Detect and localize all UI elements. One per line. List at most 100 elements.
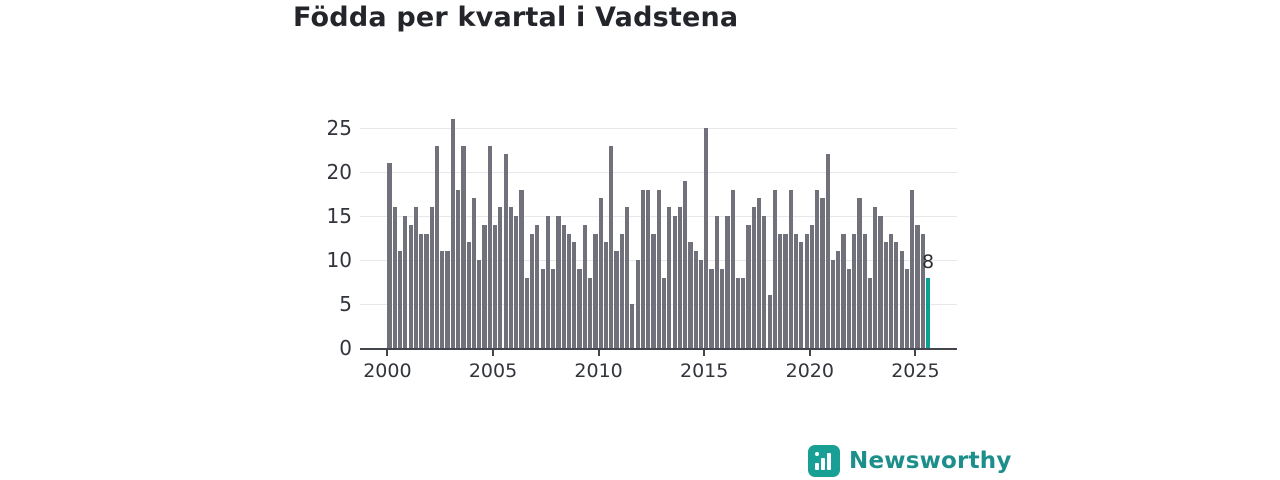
bar	[709, 268, 714, 348]
bar	[867, 277, 873, 348]
y-axis-label-20: 20	[326, 160, 352, 184]
y-axis-label-10: 10	[326, 248, 352, 272]
x-axis-label-2015: 2015	[680, 360, 729, 382]
bar	[815, 189, 820, 348]
bar	[857, 198, 862, 348]
bar	[434, 145, 440, 348]
x-axis-tick-2005	[492, 350, 494, 356]
bar	[551, 268, 556, 348]
bar	[920, 233, 925, 348]
bar	[683, 180, 688, 348]
bar	[889, 233, 894, 348]
bar	[873, 207, 878, 348]
bar	[894, 242, 899, 348]
bar	[519, 189, 524, 348]
bar	[387, 163, 392, 348]
bar	[540, 268, 545, 348]
bar	[625, 207, 630, 348]
bar	[598, 198, 603, 348]
bar	[899, 251, 904, 348]
bar	[466, 242, 471, 348]
bar	[830, 260, 836, 348]
bar	[778, 233, 783, 348]
bar	[751, 207, 756, 348]
bar	[730, 189, 735, 348]
bar	[788, 189, 793, 348]
bar	[741, 277, 746, 348]
bar	[646, 189, 651, 348]
bar	[445, 251, 450, 348]
x-axis-tick-2025	[914, 350, 917, 356]
bar	[503, 154, 508, 348]
bar	[783, 233, 788, 348]
y-axis-label-5: 5	[339, 292, 352, 316]
bar	[820, 198, 825, 348]
bar	[672, 216, 677, 348]
bar	[698, 260, 704, 348]
bar	[413, 207, 418, 348]
bar	[450, 119, 455, 348]
bar	[762, 216, 767, 348]
bar	[456, 189, 461, 348]
bar	[556, 216, 561, 348]
bar-chart-icon	[808, 445, 840, 477]
bar	[609, 145, 614, 348]
bar	[667, 207, 672, 348]
bar	[487, 145, 492, 348]
gridline-y-25	[360, 127, 957, 129]
bar	[582, 224, 587, 348]
bar	[493, 224, 498, 348]
page-title: Födda per kvartal i Vadstena	[293, 2, 739, 33]
newsworthy-logo[interactable]: Newsworthy	[808, 445, 1012, 477]
y-axis-label-15: 15	[326, 204, 352, 228]
bar	[566, 233, 572, 348]
bar	[535, 224, 540, 348]
bar	[392, 207, 397, 348]
bar	[804, 233, 809, 348]
bar	[772, 189, 778, 348]
bar	[588, 277, 593, 348]
bar	[793, 233, 799, 348]
bar	[714, 216, 719, 348]
bar	[419, 233, 424, 348]
x-axis-line	[360, 348, 957, 350]
latest-value-label: 8	[922, 250, 935, 273]
bar	[424, 233, 429, 348]
bar	[630, 304, 635, 348]
bar	[614, 251, 619, 348]
bar	[477, 260, 482, 348]
bar	[408, 224, 413, 348]
y-axis-label-0: 0	[339, 336, 352, 360]
bar	[688, 242, 693, 348]
bar	[910, 189, 915, 348]
bar	[846, 268, 851, 348]
bar	[529, 233, 535, 348]
bar	[809, 224, 814, 348]
bar	[878, 216, 883, 348]
x-axis-tick-2010	[597, 350, 600, 356]
bar-latest-quarter	[925, 277, 931, 348]
bar	[883, 242, 888, 348]
x-axis-label-2000: 2000	[363, 360, 412, 382]
bar	[545, 216, 550, 348]
bar	[635, 260, 640, 348]
x-axis-label-2025: 2025	[891, 360, 940, 382]
bar	[693, 251, 698, 348]
bar	[904, 268, 910, 348]
bar	[508, 207, 514, 348]
x-axis-label-2010: 2010	[574, 360, 623, 382]
bar	[461, 145, 466, 348]
x-axis-label-2005: 2005	[468, 360, 518, 382]
bar	[725, 216, 730, 348]
bar	[577, 268, 582, 348]
bar	[603, 242, 609, 348]
bar	[440, 251, 445, 348]
bar	[862, 233, 867, 348]
bar	[825, 154, 830, 348]
bar	[524, 277, 529, 348]
bar	[656, 189, 661, 348]
bar	[593, 233, 598, 348]
x-axis-tick-2015	[703, 350, 706, 356]
bar	[640, 189, 646, 348]
